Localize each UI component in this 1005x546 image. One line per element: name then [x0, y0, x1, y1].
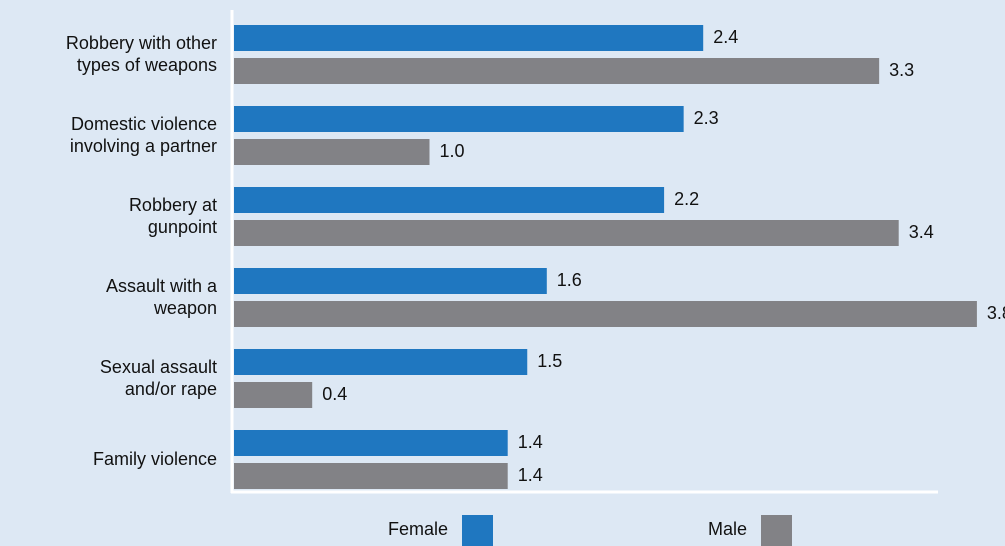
legend-label: Female: [388, 519, 448, 539]
legend-swatch: [462, 515, 493, 546]
category-label: Assault with a weapon: [106, 276, 218, 318]
bar: [234, 58, 880, 84]
bar: [234, 382, 313, 408]
value-label: 2.3: [694, 108, 719, 128]
value-label: 3.8: [987, 303, 1005, 323]
value-label: 1.4: [518, 432, 543, 452]
bar: [234, 187, 665, 213]
value-label: 1.4: [518, 465, 543, 485]
bar: [234, 268, 547, 294]
value-label: 0.4: [322, 384, 347, 404]
value-label: 1.0: [440, 141, 465, 161]
category-label: Family violence: [93, 449, 217, 469]
bar: [234, 25, 704, 51]
bar: [234, 430, 508, 456]
value-label: 1.6: [557, 270, 582, 290]
bar: [234, 349, 528, 375]
bar: [234, 106, 684, 132]
bar: [234, 220, 899, 246]
bar: [234, 139, 430, 165]
value-label: 2.2: [674, 189, 699, 209]
value-label: 1.5: [537, 351, 562, 371]
category-label: Robbery at gunpoint: [129, 195, 217, 237]
category-label: Domestic violence involving a partner: [70, 114, 217, 156]
category-label: Robbery with other types of weapons: [66, 33, 217, 75]
value-label: 2.4: [713, 27, 738, 47]
value-label: 3.4: [909, 222, 934, 242]
category-label: Sexual assault and/or rape: [100, 357, 217, 399]
bar: [234, 463, 508, 489]
legend-label: Male: [708, 519, 747, 539]
legend-swatch: [761, 515, 792, 546]
value-label: 3.3: [889, 60, 914, 80]
bar: [234, 301, 977, 327]
